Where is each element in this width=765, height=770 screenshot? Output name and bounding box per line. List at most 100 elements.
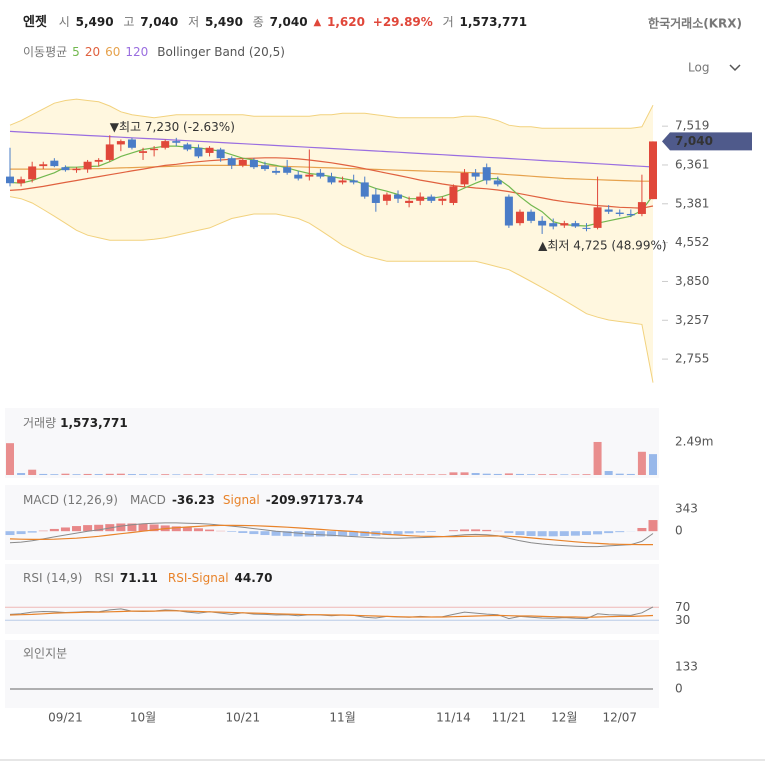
price-tag-label: 7,040 xyxy=(675,134,713,148)
legend-entry: 5 xyxy=(72,45,80,59)
candle-body xyxy=(371,194,380,203)
volume-bar xyxy=(416,474,425,475)
macd-bar xyxy=(404,531,414,534)
y-tick-label: 0 xyxy=(675,681,683,695)
plot: 7,519 6,361 5,381 4,552 3,850 3,257 2,755 ▼최고 7… xyxy=(5,98,752,725)
candle-body xyxy=(649,141,657,200)
macd-bar xyxy=(182,527,192,532)
label: 고 xyxy=(123,15,134,29)
volume-bar xyxy=(39,473,48,475)
candle-body xyxy=(416,196,425,201)
candle-body xyxy=(17,179,26,184)
volume-bar xyxy=(249,474,258,475)
volume-bar xyxy=(571,474,580,475)
value: 1,573,771 xyxy=(60,416,128,430)
x-tick-label: 11/21 xyxy=(492,711,527,725)
candle-body xyxy=(127,139,136,148)
candle-body xyxy=(39,164,48,167)
value: 5,490 xyxy=(205,15,243,29)
macd-bar xyxy=(249,531,259,535)
panel-title: 외인지분 xyxy=(23,647,67,661)
candle-body xyxy=(72,168,81,171)
macd-bar xyxy=(149,524,159,532)
volume-bar xyxy=(216,474,225,475)
change-arrow: ▲ xyxy=(313,17,321,28)
candle-body xyxy=(161,141,170,148)
macd-bar xyxy=(282,531,292,537)
macd-bar xyxy=(315,531,325,537)
volume-bar xyxy=(194,474,203,475)
chevron[interactable] xyxy=(729,64,741,72)
panel-bg xyxy=(5,485,659,560)
y-tick-label: 343 xyxy=(675,502,698,516)
macd-bar xyxy=(648,520,658,532)
candle-body xyxy=(105,144,114,160)
candle-body xyxy=(216,149,225,159)
macd-bar xyxy=(238,531,248,533)
ma-line xyxy=(10,164,653,182)
volume-bar xyxy=(538,474,547,475)
panel-bg xyxy=(5,564,659,634)
macd-bar xyxy=(171,526,181,532)
macd-bar xyxy=(83,525,93,532)
candle-body xyxy=(382,194,391,201)
panel-title: MACD (12,26,9) xyxy=(23,493,118,507)
legend-title: 이동평균 xyxy=(23,45,67,59)
candle-body xyxy=(283,167,292,173)
label: 종 xyxy=(253,15,264,29)
volume-bar xyxy=(637,451,646,475)
legend-entry: 20 xyxy=(85,45,100,59)
volume-bar xyxy=(382,474,391,475)
volume-bar xyxy=(61,473,70,475)
macd-bar xyxy=(360,531,370,536)
candle-body xyxy=(238,159,247,166)
candle-body xyxy=(427,196,436,201)
volume-bar xyxy=(582,474,591,475)
macd-bar xyxy=(116,523,126,532)
value: 7,040 xyxy=(140,15,178,29)
volume-bar xyxy=(327,474,336,475)
candle-body xyxy=(349,180,358,183)
volume-bar xyxy=(649,454,657,475)
macd-bar xyxy=(393,531,403,535)
legend-entry: Bollinger Band (20,5) xyxy=(157,45,285,59)
candle-body xyxy=(28,166,37,180)
volume-bar xyxy=(116,473,125,475)
signal-line xyxy=(9,524,653,546)
macd-bar xyxy=(382,531,392,536)
band-area xyxy=(10,99,653,383)
volume-bar xyxy=(515,473,524,475)
macd-bar xyxy=(415,531,425,533)
value: 71.11 xyxy=(120,571,158,585)
exchange: 한국거래소(KRX) xyxy=(648,16,742,31)
y-tick-label: 0 xyxy=(675,524,683,538)
volume-bar xyxy=(305,474,314,475)
x-tick-label: 12/07 xyxy=(602,711,637,725)
volume-bar xyxy=(17,473,26,475)
macd-bar xyxy=(604,531,614,534)
volume-bar xyxy=(260,474,269,475)
volume-bar xyxy=(460,472,469,475)
scale-button[interactable]: Log xyxy=(688,61,709,75)
candle-body xyxy=(604,209,613,212)
volume-bar xyxy=(294,474,303,475)
value: 1,573,771 xyxy=(460,15,528,29)
macd-bar xyxy=(227,531,237,532)
candle-body xyxy=(493,180,502,185)
volume-bar xyxy=(371,474,380,475)
macd-bar xyxy=(581,531,591,536)
label: 저 xyxy=(188,15,199,29)
y-tick-label: 4,552 xyxy=(675,235,709,249)
ma-line xyxy=(9,157,654,209)
macd-bar xyxy=(38,530,48,532)
macd-bar xyxy=(5,531,15,536)
macd-bar xyxy=(72,526,82,532)
price-tag xyxy=(662,132,752,151)
value: 7,040 xyxy=(270,15,308,29)
y-tick-label: 6,361 xyxy=(675,157,709,171)
candle-body xyxy=(6,176,14,184)
macd-bar xyxy=(559,531,569,536)
x-tick-label: 09/21 xyxy=(48,711,83,725)
volume-bar xyxy=(493,473,502,475)
volume-bar xyxy=(127,474,136,475)
